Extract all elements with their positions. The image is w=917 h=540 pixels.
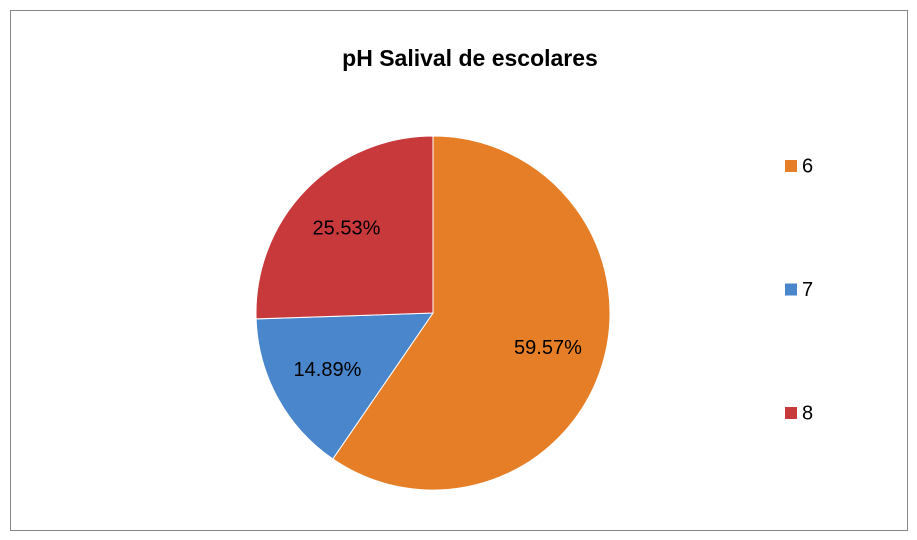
- pie-slice: [255, 135, 434, 320]
- legend-swatch: [785, 283, 797, 296]
- data-label: 25.53%: [313, 218, 381, 240]
- legend-label: 8: [802, 402, 813, 424]
- pie-slice: [332, 135, 611, 491]
- legend-label: 6: [802, 155, 813, 177]
- legend-label: 7: [802, 279, 813, 301]
- legend-swatch: [785, 407, 797, 419]
- data-label: 59.57%: [514, 337, 582, 359]
- data-label: 14.89%: [294, 359, 362, 381]
- pie-slice: [255, 312, 434, 460]
- chart-title: pH Salival de escolares: [342, 45, 598, 71]
- legend-swatch: [785, 160, 797, 172]
